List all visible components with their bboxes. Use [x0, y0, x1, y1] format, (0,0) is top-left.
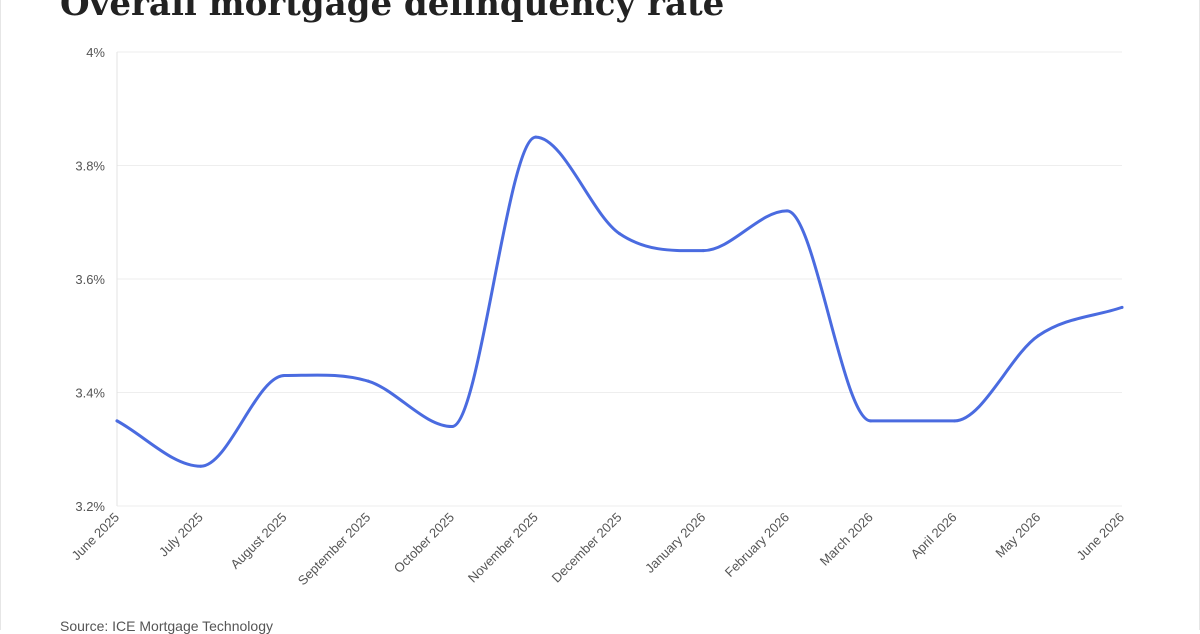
data-point [1036, 334, 1040, 338]
data-point [618, 232, 621, 236]
x-tick-label: March 2026 [817, 510, 876, 569]
data-point [785, 209, 789, 213]
data-point [1120, 305, 1124, 309]
x-tick-label: February 2026 [722, 510, 792, 580]
y-tick-label: 3.4% [75, 386, 105, 401]
x-tick-label: May 2026 [992, 510, 1043, 561]
x-tick-label: April 2026 [908, 510, 960, 562]
data-point [366, 379, 370, 383]
y-tick-label: 3.2% [75, 499, 105, 514]
data-point [953, 419, 956, 423]
x-tick-label: September 2025 [295, 510, 374, 589]
y-tick-label: 4% [86, 45, 105, 60]
chart-title: Overall mortgage delinquency rate [60, 0, 725, 24]
x-tick-label: November 2025 [465, 510, 541, 586]
chart-source: Source: ICE Mortgage Technology [60, 618, 273, 634]
data-point [115, 419, 119, 423]
data-point [869, 419, 873, 423]
x-tick-label: June 2026 [1074, 510, 1128, 564]
series-line [115, 135, 1124, 468]
x-tick-label: June 2025 [69, 510, 123, 564]
x-tick-label: July 2025 [156, 510, 206, 560]
x-tick-label: December 2025 [549, 510, 625, 586]
data-point [199, 464, 203, 468]
data-point [701, 249, 705, 253]
y-tick-label: 3.8% [75, 159, 105, 174]
x-tick-label: January 2026 [642, 510, 708, 576]
y-tick-label: 3.6% [75, 272, 105, 287]
data-point [450, 425, 454, 429]
x-tick-label: October 2025 [391, 510, 457, 576]
x-tick-label: August 2025 [227, 510, 289, 572]
data-point [534, 135, 538, 139]
frame-border-left [0, 0, 1, 630]
data-point [283, 373, 286, 377]
